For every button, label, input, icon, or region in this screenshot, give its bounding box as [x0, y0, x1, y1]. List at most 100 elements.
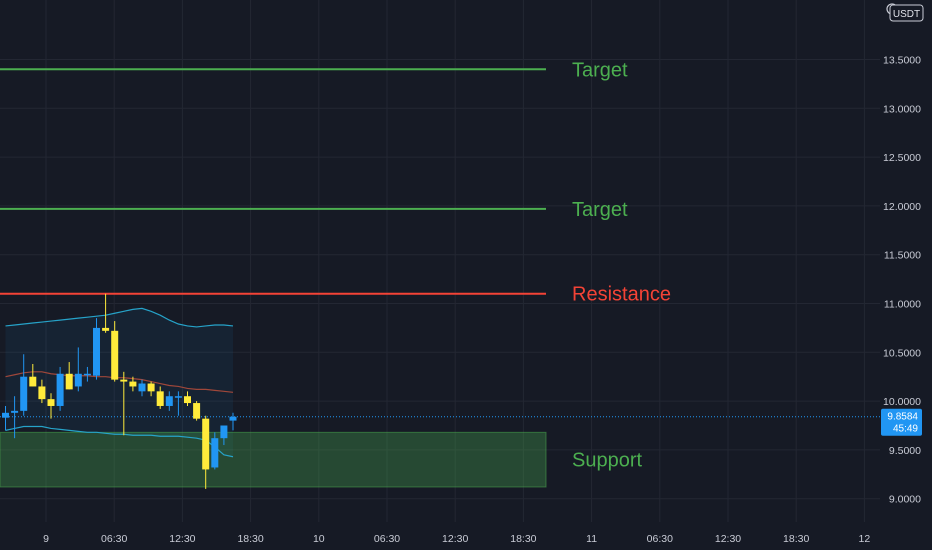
support-label: Support	[572, 450, 642, 472]
bollinger-band-fill	[5, 308, 233, 457]
candle-body	[111, 330, 119, 380]
candle	[102, 293, 110, 333]
candle	[83, 366, 91, 382]
resistance-label: Resistance	[572, 284, 671, 306]
candle-body	[38, 386, 46, 400]
candle-body	[220, 425, 228, 439]
candle	[47, 393, 55, 419]
candle	[2, 405, 9, 431]
candle	[211, 432, 219, 470]
candle	[193, 401, 201, 421]
last-price-value: 9.8584	[887, 412, 918, 423]
candle	[147, 381, 155, 397]
candle-body	[184, 396, 191, 404]
price-tick-label: 12.5000	[883, 152, 921, 164]
time-axis-background	[0, 522, 880, 550]
candle-body	[193, 403, 201, 419]
target-label: Target	[572, 199, 628, 221]
candle	[11, 396, 19, 439]
time-tick-label: 06:30	[647, 533, 673, 545]
candle	[20, 354, 28, 416]
candle-body	[138, 383, 146, 392]
price-axis-background	[880, 0, 932, 550]
grid	[0, 0, 880, 522]
currency-badge[interactable]: USDT	[889, 4, 924, 22]
candle-body	[56, 373, 64, 406]
bollinger-upper-line	[5, 307, 234, 328]
candle-body	[65, 373, 73, 390]
top-right-badges: USDT	[886, 3, 924, 22]
price-tick-label: 11.5000	[884, 250, 921, 262]
time-tick-label: 18:30	[237, 533, 263, 545]
candle	[229, 412, 237, 431]
price-tick-label: 10.0000	[883, 396, 921, 408]
candle-body	[120, 379, 128, 382]
candle-body	[156, 391, 164, 406]
price-tick-label: 10.5000	[883, 347, 921, 359]
target-label: Target	[572, 59, 628, 81]
time-tick-label: 10	[313, 533, 325, 545]
candle-body	[93, 327, 100, 376]
candle-body	[2, 412, 9, 418]
bar-countdown: 45:49	[893, 424, 918, 435]
candle	[74, 347, 82, 392]
candle	[138, 379, 146, 397]
last-price-badge-bg	[881, 408, 922, 436]
time-axis[interactable]: 9 06:30 12:30 18:30 10 06:30 12:30 18:30 11 06:30…	[0, 522, 880, 550]
candle-body	[174, 396, 182, 398]
time-tick-label: 12:30	[715, 533, 741, 545]
candle-body	[11, 410, 19, 413]
candle-body	[202, 418, 210, 470]
candle	[38, 379, 46, 404]
currency-label: USDT	[893, 9, 920, 20]
candle-body	[229, 416, 237, 421]
candle	[93, 318, 100, 380]
time-tick-label: 06:30	[374, 533, 400, 545]
price-axis[interactable]: 13.5000 13.0000 12.5000 12.0000 11.5000 11.00…	[880, 0, 932, 550]
time-tick-label: 18:30	[510, 533, 536, 545]
time-tick-label: 12	[859, 533, 871, 545]
time-tick-label: 06:30	[101, 533, 127, 545]
candle	[220, 425, 228, 446]
price-tick-label: 9.5000	[889, 445, 921, 457]
bollinger-lower-line	[5, 425, 234, 458]
candle	[29, 364, 37, 387]
candle-body	[165, 396, 173, 406]
price-tick-label: 12.0000	[883, 201, 921, 213]
candle	[56, 366, 64, 411]
candle-body	[147, 383, 155, 392]
candle	[174, 391, 182, 416]
horizontal-lines	[0, 68, 880, 418]
time-tick-label: 9	[43, 533, 49, 545]
support-zone[interactable]	[0, 431, 547, 488]
candle-body	[129, 381, 137, 387]
time-tick-label: 11	[586, 533, 597, 545]
candle	[65, 362, 73, 390]
price-tick-label: 13.5000	[883, 55, 921, 67]
candle-body	[83, 373, 91, 376]
annotation-labels: Target Target Resistance Support	[572, 59, 671, 471]
support-zone-layer	[0, 431, 547, 488]
time-tick-label: 12:30	[169, 533, 195, 545]
time-tick-label: 12:30	[442, 533, 468, 545]
candle-body	[29, 376, 37, 387]
candle-body	[47, 399, 55, 406]
price-tick-label: 9.0000	[889, 494, 921, 506]
bollinger-band-lines	[5, 307, 234, 458]
candle	[202, 415, 210, 489]
candles	[2, 293, 237, 489]
bollinger-band-area	[5, 308, 233, 457]
price-tick-label: 11.0000	[884, 299, 921, 311]
candle	[156, 386, 164, 409]
bollinger-basis-line	[5, 371, 234, 393]
time-tick-label: 18:30	[783, 533, 809, 545]
candle	[111, 321, 119, 382]
candle	[165, 391, 173, 411]
candle-body	[102, 327, 110, 331]
candle-body	[20, 376, 28, 411]
candle	[120, 371, 128, 436]
